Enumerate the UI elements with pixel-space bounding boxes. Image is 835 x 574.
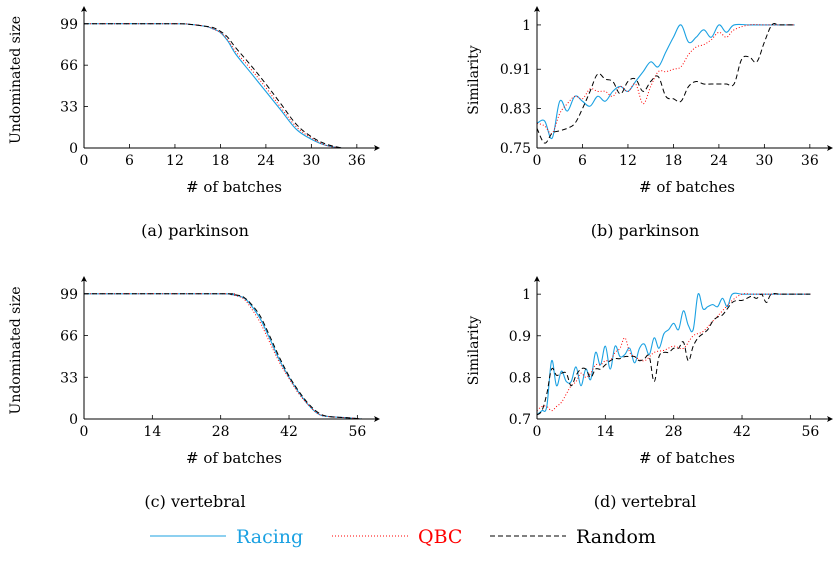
y-tick-label: 33 <box>60 370 78 386</box>
x-tick-label: 42 <box>280 424 298 440</box>
x-tick-label: 14 <box>143 424 161 440</box>
y-tick-label: 99 <box>60 17 78 33</box>
legend-label-qbc: QBC <box>418 526 462 548</box>
x-axis-arrow-icon <box>374 416 380 422</box>
y-tick-label: 66 <box>60 329 78 345</box>
x-tick-label: 42 <box>733 424 751 440</box>
y-tick-label: 0 <box>69 141 78 157</box>
x-tick-label: 36 <box>801 153 819 169</box>
panel-caption: (a) parkinson <box>141 221 249 240</box>
x-tick-label: 28 <box>665 424 683 440</box>
x-axis-label: # of batches <box>639 178 735 196</box>
x-tick-label: 0 <box>533 153 542 169</box>
y-tick-label: 0.9 <box>509 329 531 345</box>
axes: 0 6 12 18 24 30 36 0.75 0.83 0.91 1 <box>500 6 833 169</box>
x-tick-label: 0 <box>80 153 89 169</box>
x-tick-label: 12 <box>166 153 184 169</box>
legend: Racing QBC Random <box>150 526 656 548</box>
panel-c-vertebral-undominated: 0 14 28 42 56 0 33 66 99 # of batches Undominated … <box>8 276 380 511</box>
legend-label-random: Random <box>576 526 656 548</box>
y-axis-label: Undominated size <box>8 287 24 415</box>
y-tick-label: 0.83 <box>500 102 531 118</box>
series-racing-line <box>536 292 811 416</box>
panel-caption: (b) parkinson <box>591 221 700 240</box>
panel-d-vertebral-similarity: 0 14 28 42 56 0.7 0.8 0.9 1 # of batches Similarit… <box>466 276 833 511</box>
y-axis-arrow-icon <box>534 6 540 12</box>
x-axis-label: # of batches <box>639 449 735 467</box>
x-tick-label: 30 <box>302 153 320 169</box>
y-axis-arrow-icon <box>81 6 87 12</box>
x-tick-label: 36 <box>348 153 366 169</box>
x-tick-label: 24 <box>710 153 728 169</box>
x-tick-label: 28 <box>212 424 230 440</box>
series-racing-line <box>83 23 342 149</box>
x-tick-label: 0 <box>80 424 89 440</box>
series-random-line <box>83 23 342 149</box>
x-axis-arrow-icon <box>374 145 380 151</box>
series-qbc-line <box>536 24 795 135</box>
series-random-line <box>536 23 795 144</box>
axes: 0 14 28 42 56 0.7 0.8 0.9 1 <box>509 276 833 440</box>
x-tick-label: 56 <box>348 424 366 440</box>
x-tick-label: 14 <box>596 424 614 440</box>
series-qbc-line <box>83 23 342 149</box>
x-tick-label: 24 <box>257 153 275 169</box>
x-axis-arrow-icon <box>827 416 833 422</box>
x-tick-label: 6 <box>578 153 587 169</box>
y-axis-arrow-icon <box>81 276 87 282</box>
panel-caption: (c) vertebral <box>144 492 245 511</box>
x-tick-label: 12 <box>619 153 637 169</box>
y-tick-label: 99 <box>60 287 78 303</box>
y-tick-label: 66 <box>60 58 78 74</box>
axes: 0 6 12 18 24 30 36 0 33 66 99 <box>60 6 380 169</box>
legend-item-random: Random <box>490 526 656 548</box>
series-qbc-line <box>83 293 363 420</box>
axes: 0 14 28 42 56 0 33 66 99 <box>60 276 380 440</box>
panel-a-parkinson-undominated: 0 6 12 18 24 30 36 0 33 66 99 # of batches Undominat… <box>8 6 380 240</box>
y-axis-arrow-icon <box>534 276 540 282</box>
y-tick-label: 0.75 <box>500 141 531 157</box>
series-random-line <box>536 293 811 416</box>
x-axis-label: # of batches <box>186 449 282 467</box>
panel-caption: (d) vertebral <box>594 492 696 511</box>
panel-b-parkinson-similarity: 0 6 12 18 24 30 36 0.75 0.83 0.91 1 # of batches Sim… <box>466 6 833 240</box>
x-tick-label: 56 <box>801 424 819 440</box>
y-tick-label: 0.8 <box>509 370 531 386</box>
legend-item-racing: Racing <box>150 526 303 548</box>
x-tick-label: 18 <box>665 153 683 169</box>
y-axis-label: Similarity <box>466 45 482 114</box>
series-random-line <box>83 293 363 420</box>
y-tick-label: 0.7 <box>509 412 531 428</box>
legend-label-racing: Racing <box>236 526 303 548</box>
y-tick-label: 33 <box>60 100 78 116</box>
y-axis-label: Undominated size <box>8 16 24 144</box>
x-axis-arrow-icon <box>827 145 833 151</box>
y-axis-label: Similarity <box>466 316 482 385</box>
y-tick-label: 0 <box>69 412 78 428</box>
y-tick-label: 0.91 <box>500 62 531 78</box>
x-axis-label: # of batches <box>186 178 282 196</box>
y-tick-label: 1 <box>522 287 531 303</box>
x-tick-label: 0 <box>533 424 542 440</box>
x-tick-label: 18 <box>212 153 230 169</box>
x-tick-label: 30 <box>755 153 773 169</box>
series-racing-line <box>83 293 363 420</box>
y-tick-label: 1 <box>522 18 531 34</box>
legend-item-qbc: QBC <box>332 526 462 548</box>
series-qbc-line <box>536 293 811 412</box>
x-tick-label: 6 <box>125 153 134 169</box>
